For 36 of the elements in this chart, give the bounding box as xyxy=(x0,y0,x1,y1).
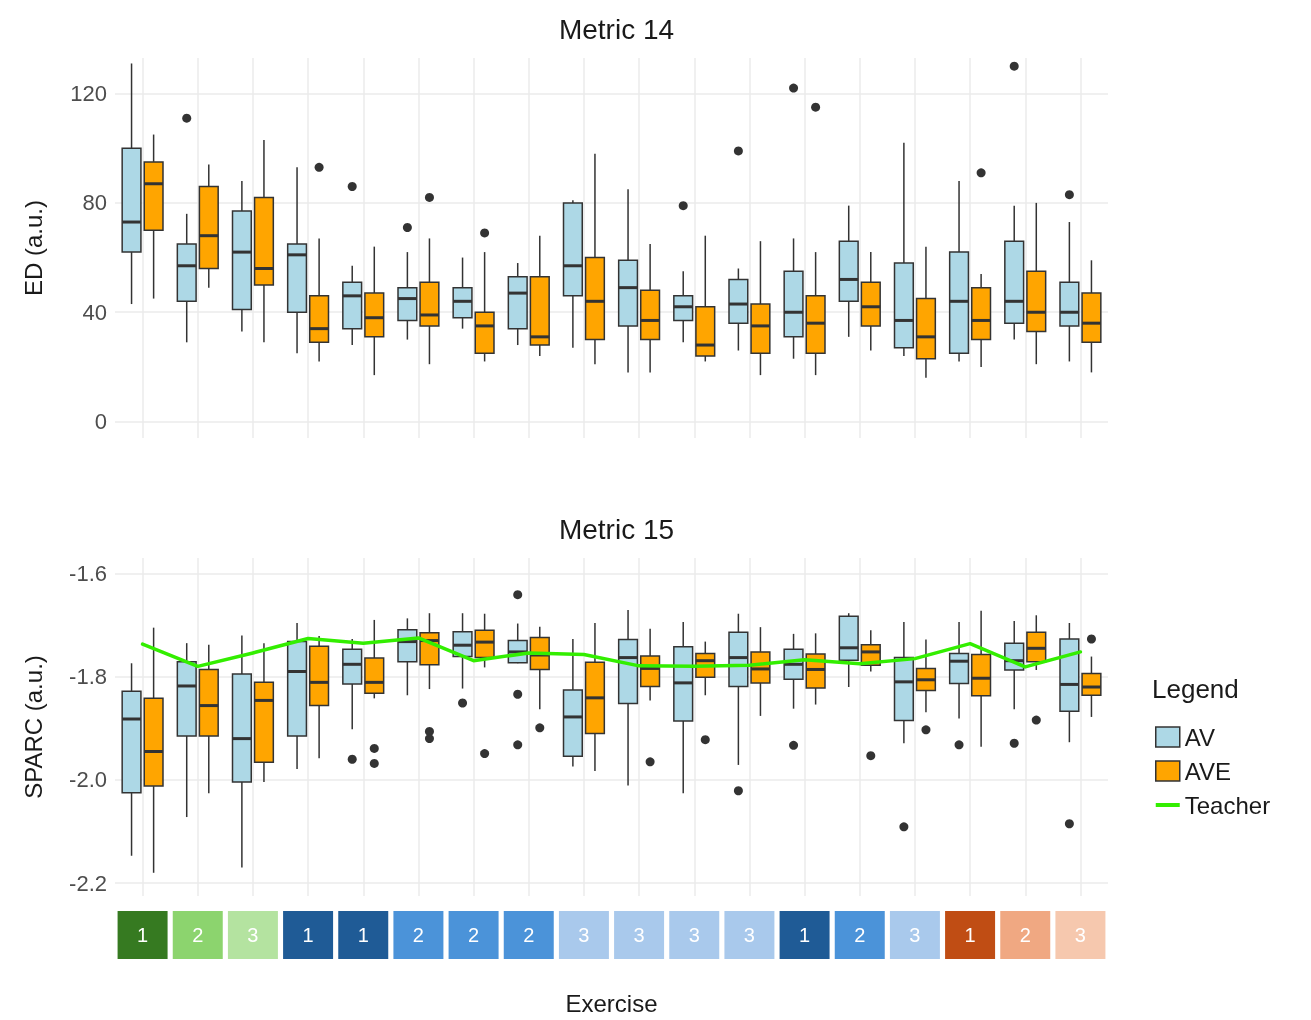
y-tick-label: 80 xyxy=(82,190,107,216)
x-tick-label: 2 xyxy=(468,924,480,946)
x-tick-label: 3 xyxy=(578,924,590,946)
x-tick-label: 2 xyxy=(523,924,535,946)
x-tick-label: 1 xyxy=(357,924,369,946)
x-tick-label: 1 xyxy=(799,924,811,946)
y-tick-label: 0 xyxy=(94,409,107,435)
chart-title: Metric 14 xyxy=(558,13,675,45)
x-tick-label: 2 xyxy=(854,924,866,946)
x-tick-label: 3 xyxy=(633,924,645,946)
y-tick-label: -2.0 xyxy=(69,767,107,793)
x-tick-label: 2 xyxy=(412,924,424,946)
x-tick-label: 2 xyxy=(1019,924,1031,946)
chart-title: Metric 15 xyxy=(558,513,675,545)
y-tick-label: -1.8 xyxy=(69,664,107,690)
x-tick-label: 3 xyxy=(909,924,921,946)
x-tick-label: 3 xyxy=(743,924,755,946)
y-tick-label: -2.2 xyxy=(69,870,107,896)
x-tick-label: 1 xyxy=(302,924,314,946)
x-tick-label: 3 xyxy=(1074,924,1086,946)
legend-label: AVE xyxy=(1184,757,1231,785)
x-tick-label: 1 xyxy=(137,924,149,946)
x-axis-title: Exercise xyxy=(565,989,658,1017)
y-tick-label: -1.6 xyxy=(69,560,107,586)
y-axis-title: SPARC (a.u.) xyxy=(19,655,47,799)
y-tick-label: 40 xyxy=(82,299,107,325)
x-tick-label: 2 xyxy=(192,924,204,946)
legend-label: Teacher xyxy=(1184,791,1271,819)
x-tick-label: 1 xyxy=(964,924,976,946)
legend-label: AV xyxy=(1184,723,1215,751)
legend-title: Legend xyxy=(1152,674,1239,704)
x-tick-label: 3 xyxy=(688,924,700,946)
y-tick-label: 120 xyxy=(70,81,107,107)
x-tick-label: 3 xyxy=(247,924,259,946)
y-axis-title: ED (a.u.) xyxy=(19,199,47,297)
line-series xyxy=(140,636,1083,669)
